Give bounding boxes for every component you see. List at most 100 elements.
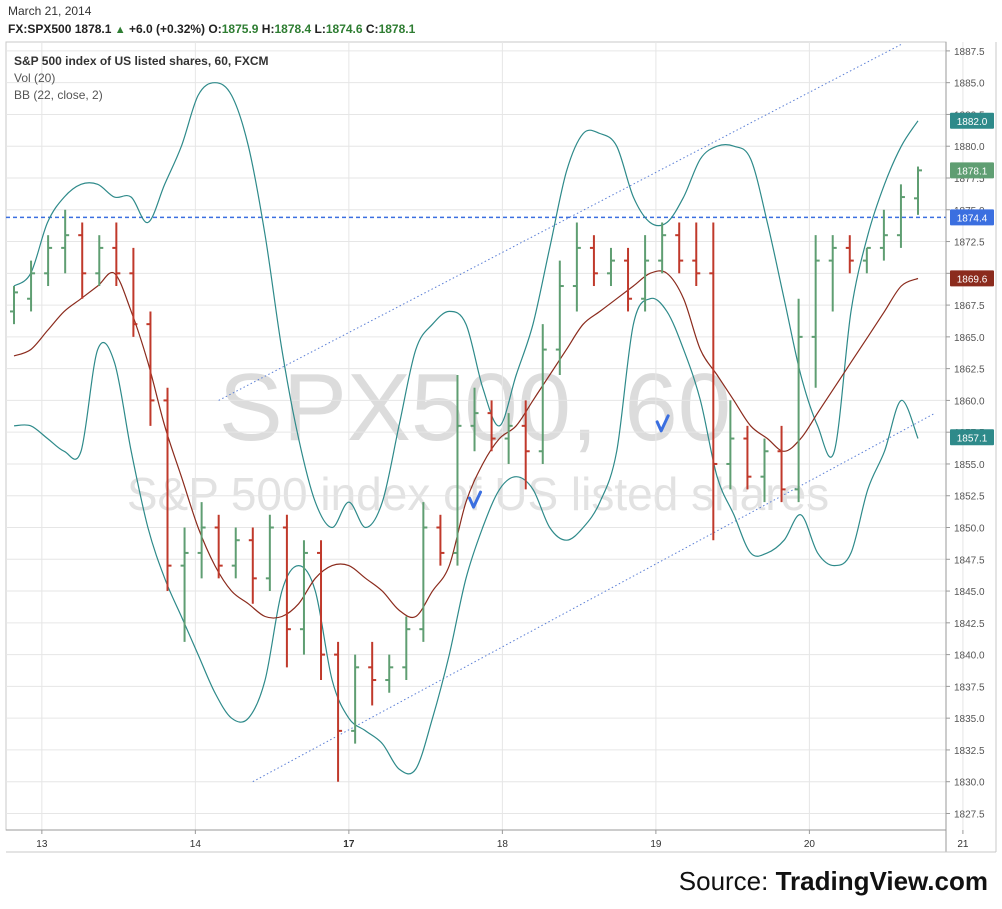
y-tick-label: 1850.0 [954,524,985,535]
x-tick-label: 13 [36,839,48,850]
ohlc-bar[interactable] [436,514,445,566]
price-tag [950,162,994,179]
ohlc-bar[interactable] [231,527,240,579]
last-price: 1878.1 [74,22,112,36]
y-tick-label: 1865.0 [954,333,985,344]
y-tick-label: 1855.0 [954,460,985,471]
ohlc-bar[interactable] [419,502,428,642]
ohlc-bar[interactable] [862,246,871,274]
ohlc-bar[interactable] [61,209,70,274]
ohlc-bar[interactable] [163,387,172,592]
y-tick-label: 1877.5 [954,174,985,185]
bollinger-lower-band [13,297,919,775]
high-label: H: [261,22,275,36]
ohlc-bar[interactable] [896,184,905,248]
chart-date: March 21, 2014 [8,4,92,18]
price-tag-label: 1857.1 [957,433,988,444]
ohlc-bar[interactable] [44,235,53,287]
price-tag-label: 1874.4 [957,213,988,224]
high-value: 1878.4 [274,22,312,36]
ohlc-bar[interactable] [606,247,615,287]
ohlc-bar[interactable] [317,540,326,681]
ohlc-bar[interactable] [27,260,36,312]
ohlc-bar[interactable] [624,247,633,312]
ohlc-bar[interactable] [385,654,394,693]
x-tick-label: 19 [650,839,662,850]
ohlc-bar[interactable] [265,514,274,592]
bollinger-basis [13,270,919,619]
ohlc-bar[interactable] [709,222,718,541]
ohlc-bar[interactable] [112,222,121,287]
ohlc-bar[interactable] [180,527,189,642]
ohlc-bar[interactable] [470,387,479,452]
y-tick-label: 1842.5 [954,619,985,630]
trend-channel-lower[interactable] [252,412,936,783]
ohlc-bar[interactable] [402,616,411,681]
ohlc-bar[interactable] [146,311,155,426]
ohlc-bar[interactable] [538,324,547,464]
ohlc-bar[interactable] [299,540,308,655]
ohlc-bar[interactable] [555,260,564,375]
ohlc-bar[interactable] [487,400,496,452]
legend-volume: Vol (20) [14,71,55,85]
ohlc-bar[interactable] [368,641,377,706]
ohlc-bar[interactable] [794,298,803,503]
y-tick-label: 1885.0 [954,79,985,90]
ohlc-bar[interactable] [743,425,752,490]
x-tick-label: 14 [190,839,202,850]
check-marker-icon [468,490,483,509]
ohlc-bar[interactable] [334,641,343,782]
ohlc-bar[interactable] [726,400,735,490]
y-tick-label: 1847.5 [954,555,985,566]
ohlc-bar[interactable] [453,374,462,566]
price-tag-label: 1878.1 [957,166,988,177]
ohlc-bar[interactable] [197,502,206,579]
bollinger-upper-band [13,82,919,529]
ohlc-bar[interactable] [589,235,598,287]
ohlc-bar[interactable] [282,514,291,668]
ohlc-bar[interactable] [914,166,922,215]
ohlc-bar[interactable] [214,514,223,579]
source-brand: TradingView.com [775,866,988,896]
price-tag [950,270,994,287]
ohlc-bar[interactable] [845,235,854,274]
y-tick-label: 1830.0 [954,778,985,789]
ohlc-bar[interactable] [641,235,650,312]
y-tick-label: 1835.0 [954,714,985,725]
ohlc-bar[interactable] [828,235,837,312]
quote-line: FX:SPX500 1878.1 ▲ +6.0 (+0.32%) O:1875.… [8,22,415,36]
ohlc-bar[interactable] [10,286,18,325]
legend-bollinger: BB (22, close, 2) [14,88,103,102]
x-tick-label: 21 [957,839,969,850]
y-tick-label: 1840.0 [954,651,985,662]
ohlc-bar[interactable] [879,209,888,261]
ohlc-bar[interactable] [675,222,684,274]
ohlc-bar[interactable] [572,222,581,312]
ohlc-bar[interactable] [760,438,769,503]
close-value: 1878.1 [378,22,416,36]
ohlc-bar[interactable] [521,400,530,490]
ohlc-bar[interactable] [351,654,360,744]
trend-channel-upper[interactable] [218,44,902,401]
ohlc-bar[interactable] [78,222,87,299]
ohlc-bar[interactable] [248,527,257,604]
y-tick-label: 1862.5 [954,365,985,376]
y-tick-label: 1832.5 [954,746,985,757]
x-tick-label: 17 [343,839,355,850]
open-value: 1875.9 [221,22,259,36]
source-prefix: Source: [678,866,776,896]
ohlc-bar[interactable] [658,222,667,274]
ohlc-bar[interactable] [129,247,138,337]
ohlc-bar[interactable] [504,413,513,464]
y-tick-label: 1827.5 [954,809,985,820]
low-value: 1874.6 [325,22,363,36]
ohlc-bar[interactable] [95,235,104,287]
ohlc-bar[interactable] [692,222,701,287]
price-tag [950,112,994,129]
symbol[interactable]: FX:SPX500 [8,22,72,36]
ohlc-bar[interactable] [811,235,820,388]
close-label: C: [365,22,379,36]
ohlc-bar[interactable] [777,425,786,503]
y-tick-label: 1867.5 [954,301,985,312]
